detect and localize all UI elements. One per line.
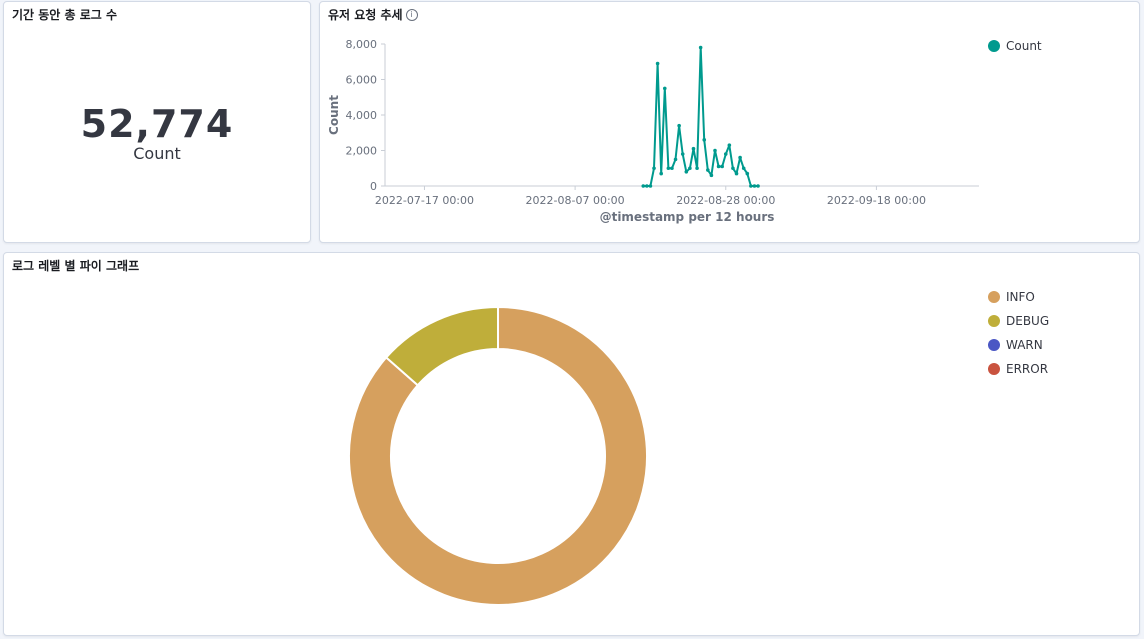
y-tick-label: 8,000 xyxy=(346,38,378,51)
line-chart-legend: Count xyxy=(988,34,1042,58)
pie-chart[interactable] xyxy=(4,253,1139,635)
data-point xyxy=(695,166,699,171)
data-point xyxy=(677,123,681,128)
data-point xyxy=(662,86,667,91)
legend-dot-icon xyxy=(988,339,1000,351)
data-point xyxy=(691,146,696,151)
line-chart-panel: 유저 요청 추세 i 0 2,000 4,000 6,000 8,000 2022-07-… xyxy=(319,1,1140,243)
data-point xyxy=(702,138,707,142)
data-point xyxy=(745,171,750,176)
pie-chart-legend: INFO DEBUG WARN ERROR xyxy=(988,285,1049,381)
legend-dot-icon xyxy=(988,315,1000,327)
data-point xyxy=(659,171,663,176)
data-point xyxy=(706,168,710,172)
legend-item-warn[interactable]: WARN xyxy=(988,333,1049,357)
line-chart-panel-title: 유저 요청 추세 i xyxy=(328,6,418,23)
x-tick-label: 2022-08-07 00:00 xyxy=(526,194,625,207)
legend-dot-icon xyxy=(988,40,1000,52)
line-chart-title-text: 유저 요청 추세 xyxy=(328,8,403,22)
data-point xyxy=(723,152,728,156)
data-point xyxy=(673,157,678,162)
data-point xyxy=(713,148,717,153)
y-tick-label: 2,000 xyxy=(346,145,378,158)
y-tick-label: 6,000 xyxy=(346,74,378,87)
pie-chart-panel-title: 로그 레벨 별 파이 그래프 xyxy=(12,259,140,273)
metric-label: Count xyxy=(133,144,181,163)
x-axis-title: @timestamp per 12 hours xyxy=(600,210,775,224)
data-point xyxy=(684,170,689,174)
legend-dot-icon xyxy=(988,363,1000,375)
data-point xyxy=(655,61,660,66)
data-point xyxy=(749,184,753,188)
metric-panel: 기간 동안 총 로그 수 52,774 Count xyxy=(3,1,311,243)
data-point xyxy=(698,45,703,50)
legend-item-debug[interactable]: DEBUG xyxy=(988,309,1049,333)
legend-item-info[interactable]: INFO xyxy=(988,285,1049,309)
x-tick-label: 2022-08-28 00:00 xyxy=(676,194,775,207)
data-point xyxy=(720,164,724,169)
legend-item-count[interactable]: Count xyxy=(988,34,1042,58)
legend-item-error[interactable]: ERROR xyxy=(988,357,1049,381)
y-tick-label: 0 xyxy=(370,180,377,193)
x-tick-label: 2022-07-17 00:00 xyxy=(375,194,474,207)
data-point xyxy=(731,166,735,171)
info-icon[interactable]: i xyxy=(405,8,418,21)
data-point xyxy=(652,166,656,171)
data-point xyxy=(680,152,685,156)
legend-label: ERROR xyxy=(1006,362,1049,376)
metric-panel-title: 기간 동안 총 로그 수 xyxy=(12,8,118,22)
legend-label: INFO xyxy=(1006,290,1035,304)
legend-label: Count xyxy=(1006,39,1042,53)
y-tick-label: 4,000 xyxy=(346,109,378,122)
legend-dot-icon xyxy=(988,291,1000,303)
data-point xyxy=(666,166,671,171)
pie-slice-debug xyxy=(384,305,499,387)
line-chart[interactable]: 0 2,000 4,000 6,000 8,000 2022-07-17 00:00 202… xyxy=(320,2,1139,242)
data-point xyxy=(709,173,714,178)
data-point xyxy=(670,166,674,171)
data-point xyxy=(727,143,732,147)
data-point xyxy=(645,184,649,188)
legend-label: WARN xyxy=(1006,338,1043,352)
legend-label: DEBUG xyxy=(1006,314,1050,328)
pie-chart-panel: 로그 레벨 별 파이 그래프 INFO DEBUG WARN ERROR xyxy=(3,252,1140,636)
data-point xyxy=(738,155,742,160)
data-point xyxy=(648,184,653,188)
y-axis-title: Count xyxy=(327,95,341,135)
data-point xyxy=(756,184,760,188)
data-point xyxy=(741,166,746,171)
series-line-count xyxy=(643,46,758,187)
data-point xyxy=(688,166,692,171)
data-point xyxy=(734,171,739,176)
data-point xyxy=(752,184,757,188)
metric-value: 52,774 xyxy=(80,102,234,146)
pie-slice-info xyxy=(348,305,648,606)
data-point xyxy=(716,164,721,169)
data-point xyxy=(641,184,646,188)
x-tick-label: 2022-09-18 00:00 xyxy=(827,194,926,207)
